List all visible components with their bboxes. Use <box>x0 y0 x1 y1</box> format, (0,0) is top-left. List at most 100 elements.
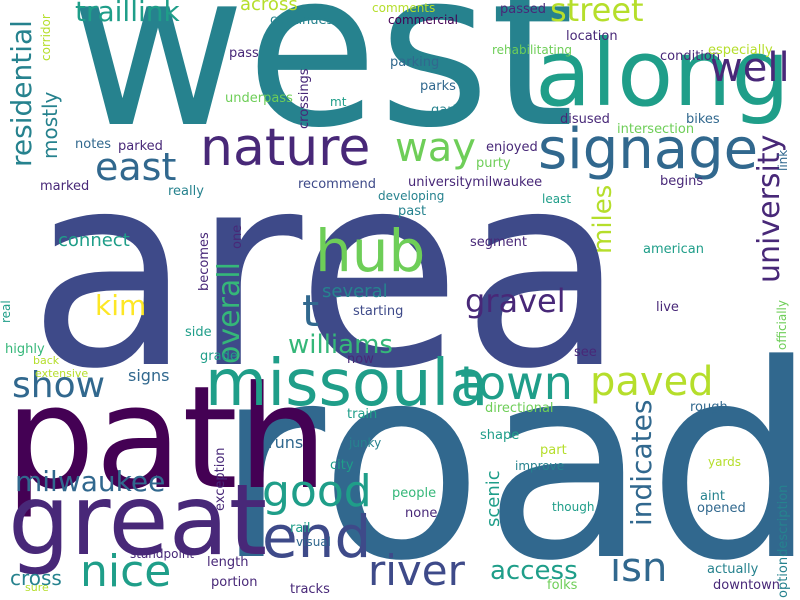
word-missoula: missoula <box>205 347 489 421</box>
word-rough: rough <box>690 400 728 415</box>
word-exception: exception <box>213 447 228 511</box>
word-purty: purty <box>476 156 511 171</box>
word-downtown: downtown <box>713 578 780 593</box>
word-corridor: corridor <box>39 14 53 61</box>
word-extensive: extensive <box>35 367 89 380</box>
word-disused: disused <box>560 112 610 127</box>
word-especially: especially <box>708 43 773 58</box>
word-gart: gart <box>431 103 458 118</box>
word-residential: residential <box>5 20 38 167</box>
word-nice: nice <box>80 546 172 597</box>
word-visual: visual <box>296 535 331 549</box>
word-notes: notes <box>75 137 112 152</box>
word-area: area <box>28 116 626 428</box>
word-enjoyed: enjoyed <box>486 140 538 155</box>
word-see: see <box>574 345 597 360</box>
word-street: street <box>550 0 644 29</box>
word-across: across <box>240 0 298 15</box>
word-west: west <box>70 0 575 175</box>
word-connect: connect <box>58 230 130 251</box>
word-begins: begins <box>660 174 704 189</box>
word-city: city <box>330 458 354 473</box>
word-shape: shape <box>480 428 520 443</box>
word-east: east <box>95 145 177 189</box>
word-runs: runs <box>268 433 304 452</box>
word-several: several <box>322 281 388 302</box>
word-river: river <box>368 546 465 595</box>
word-parking: parking <box>390 55 440 70</box>
word-highly: highly <box>5 342 45 357</box>
word-mt: mt <box>330 95 347 109</box>
word-least: least <box>542 192 572 206</box>
word-none: none <box>405 506 438 521</box>
word-miles: miles <box>588 184 618 254</box>
word-condition: condition <box>660 49 721 64</box>
word-hub: hub <box>315 217 426 285</box>
word-signs: signs <box>128 366 170 385</box>
word-standpoint: standpoint <box>130 547 195 561</box>
word-underpass: underpass <box>225 91 293 106</box>
word-past: past <box>398 204 427 219</box>
word-opened: opened <box>697 501 746 516</box>
word-link: link <box>776 149 790 171</box>
word-along: along <box>535 20 790 127</box>
word-starting: starting <box>353 304 404 319</box>
word-location: location <box>566 29 618 44</box>
word-segment: segment <box>470 235 528 250</box>
word-passed: passed <box>500 2 547 17</box>
word-actually: actually <box>707 562 759 577</box>
word-show: show <box>12 365 106 406</box>
word-portion: portion <box>211 575 258 590</box>
word-yards: yards <box>708 455 742 469</box>
word-now: now <box>347 352 374 367</box>
word-comments: comments <box>372 1 436 15</box>
word-cross: cross <box>10 566 62 590</box>
word-train: train <box>347 407 378 422</box>
word-t: t <box>302 286 320 337</box>
word-indicates: indicates <box>625 399 658 526</box>
word-improve: improve <box>515 459 565 473</box>
word-nature: nature <box>200 118 371 178</box>
word-back: back <box>33 354 60 367</box>
word-length: length <box>207 555 249 570</box>
word-rail: rail <box>290 521 311 536</box>
word-path: path <box>5 356 328 521</box>
word-parked: parked <box>118 139 163 154</box>
word-universitymilwaukee: universitymilwaukee <box>408 175 543 190</box>
word-scenic: scenic <box>483 470 504 527</box>
word-though: though <box>552 500 595 514</box>
word-access: access <box>490 556 578 586</box>
word-traillink: traillink <box>75 0 180 28</box>
word-commercial: commercial <box>388 13 458 27</box>
word-directional: directional <box>485 401 554 416</box>
word-isn: isn <box>610 545 668 591</box>
word-pass: pass <box>229 46 259 61</box>
word-part: part <box>540 443 567 458</box>
word-developing: developing <box>378 189 445 203</box>
word-milwaukee: milwaukee <box>15 465 166 498</box>
word-really: really <box>168 184 204 199</box>
word-tracks: tracks <box>290 582 330 597</box>
word-recommend: recommend <box>298 177 376 192</box>
word-mostly: mostly <box>38 91 62 159</box>
word-kim: kim <box>95 289 147 322</box>
word-american: american <box>643 242 704 257</box>
word-great: great <box>8 464 268 578</box>
word-live: live <box>656 300 679 315</box>
word-parks: parks <box>420 79 456 94</box>
word-good: good <box>262 466 372 517</box>
word-real: real <box>0 300 13 323</box>
word-way: way <box>395 125 476 171</box>
word-marked: marked <box>40 179 90 194</box>
word-williams: williams <box>288 330 393 360</box>
word-continues: continues <box>270 13 334 28</box>
word-bikes: bikes <box>686 112 720 127</box>
word-folks: folks <box>547 578 578 593</box>
word-signage: signage <box>538 117 759 182</box>
word-aint: aint <box>700 489 725 504</box>
word-road: road <box>215 308 800 600</box>
word-end: end <box>262 503 372 571</box>
word-becomes: becomes <box>197 232 212 291</box>
word-officially: officially <box>775 300 789 350</box>
